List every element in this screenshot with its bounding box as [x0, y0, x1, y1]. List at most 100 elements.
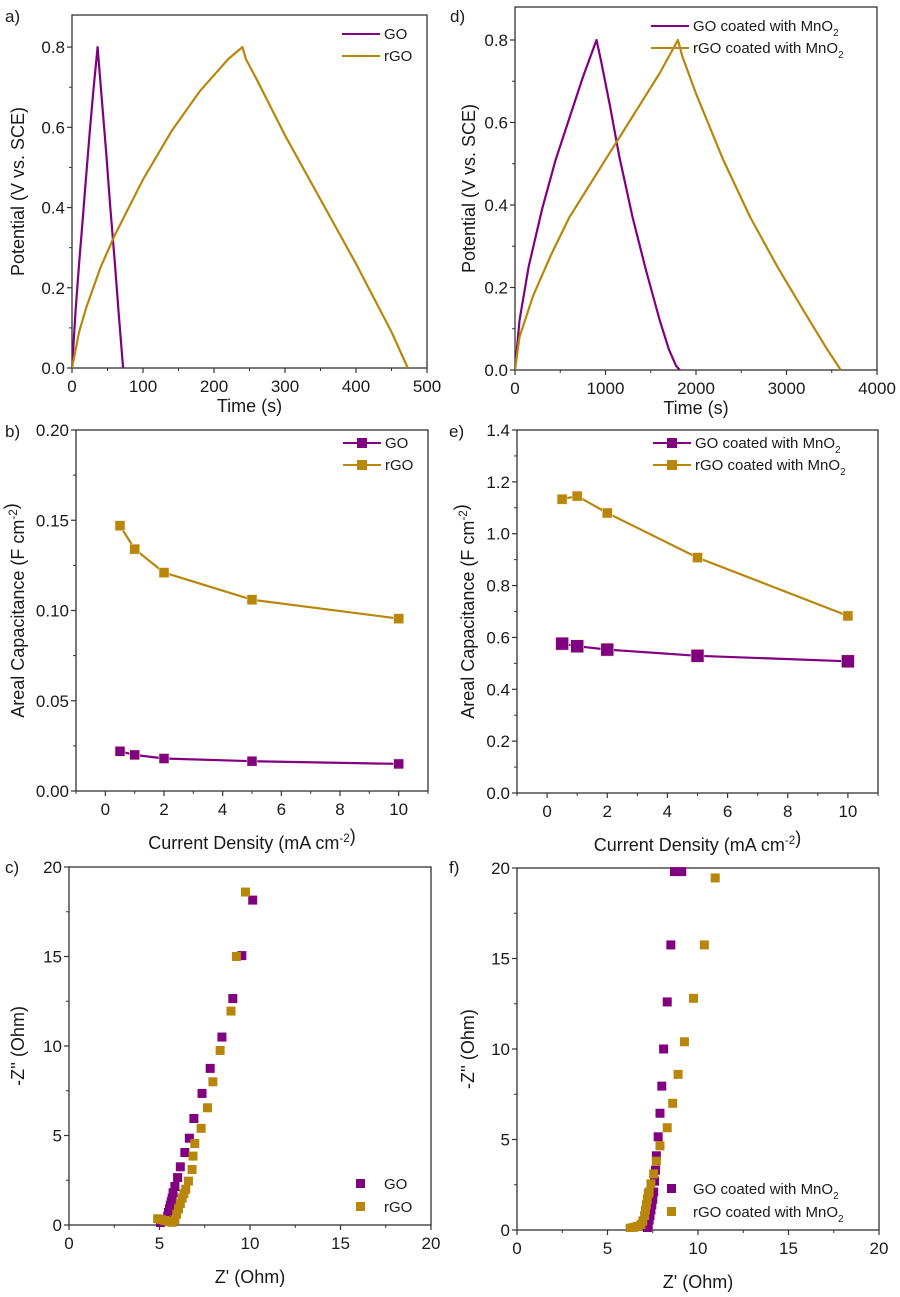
x-tick-label: 10: [689, 1239, 708, 1258]
plot-frame: [516, 867, 880, 1231]
data-point: [217, 1032, 227, 1042]
x-axis-label: Current Density (mA cm-2): [594, 828, 801, 855]
y-tick-label: 0.0: [484, 361, 508, 380]
x-tick-label: 8: [335, 800, 344, 819]
x-tick-label: 1000: [587, 379, 625, 398]
data-point: [662, 1123, 672, 1133]
x-tick-label: 8: [783, 802, 792, 821]
data-point: [167, 1193, 177, 1203]
legend-label: GO: [384, 26, 407, 43]
data-point: [158, 567, 170, 578]
plot-frame: [75, 429, 429, 792]
series-rgo: [515, 38, 842, 371]
legend-label: GO coated with MnO2: [693, 18, 839, 39]
y-tick-label: 0.6: [484, 114, 508, 133]
y-tick-label: 20: [491, 859, 510, 878]
series-rgo: [114, 520, 404, 624]
x-tick-label: 4: [218, 800, 227, 819]
y-tick-label: 1.4: [486, 421, 510, 440]
x-axis-label: Current Density (mA cm-2): [148, 826, 355, 853]
chart-panel-c: 0 5 10 15 20 0 5 10 15 20 Z' (Ohm) -Z'' (Ohm) c) GO rG…: [5, 858, 440, 1287]
x-tick-label: 20: [422, 1234, 441, 1253]
panel-label: b): [5, 422, 20, 441]
legend: GO rGO: [343, 435, 413, 474]
legend-label: GO: [385, 435, 408, 452]
data-point: [648, 1194, 658, 1204]
data-point: [114, 745, 126, 757]
data-point: [248, 895, 258, 905]
data-point: [129, 749, 140, 761]
chart-panel-b: 0 2 4 6 8 10 0.00 0.05 0.10 0.15 0.20 Current Densi…: [1, 421, 429, 853]
x-tick-label: 10: [389, 800, 408, 819]
plot-frame: [514, 6, 878, 371]
data-point: [237, 951, 247, 961]
x-tick-label: 2: [603, 802, 612, 821]
data-point: [246, 755, 258, 767]
panel-label: f): [449, 858, 459, 877]
data-point: [240, 887, 250, 897]
x-tick-label: 0: [512, 1239, 521, 1258]
data-point: [175, 1162, 185, 1172]
x-tick-label: 3000: [768, 379, 806, 398]
y-tick-label: 0.05: [36, 692, 69, 711]
legend-marker: [667, 1207, 676, 1216]
x-tick-label: 400: [342, 377, 370, 396]
chart-panel-a: 0 100 200 300 400 500 0.0 0.2 0.4 0.6 0.8 Time (s) P…: [5, 7, 441, 416]
y-tick-label: 20: [43, 858, 62, 877]
data-point: [646, 1179, 656, 1189]
legend-label: GO: [384, 1176, 407, 1193]
legend-marker: [667, 438, 677, 448]
data-point: [644, 1187, 654, 1197]
x-axis-label: Z' (Ohm): [215, 1267, 285, 1287]
y-tick-label: 0.2: [486, 732, 510, 751]
x-tick-label: 15: [331, 1234, 350, 1253]
y-axis-label: Potential (V vs. SCE): [8, 107, 28, 276]
data-point: [641, 1200, 651, 1210]
x-tick-label: 0: [510, 379, 519, 398]
y-tick-label: 0.6: [486, 628, 510, 647]
y-tick-label: 15: [491, 950, 510, 969]
x-tick-label: 6: [723, 802, 732, 821]
series-go: [72, 45, 125, 369]
legend-label: rGO coated with MnO2: [695, 457, 846, 478]
y-tick-label: 0.6: [41, 118, 65, 137]
data-point: [669, 867, 679, 877]
x-tick-label: 200: [200, 377, 228, 396]
legend-marker: [357, 438, 367, 448]
legend-marker: [357, 460, 367, 470]
data-point: [129, 543, 140, 555]
x-tick-label: 20: [870, 1239, 889, 1258]
data-point: [677, 867, 687, 877]
data-point: [170, 1182, 180, 1192]
y-tick-label: 10: [491, 1040, 510, 1059]
series-go: [515, 38, 681, 371]
data-point: [172, 1209, 182, 1219]
x-tick-label: 10: [241, 1234, 260, 1253]
panel-label: c): [5, 858, 19, 877]
data-point: [173, 1173, 183, 1183]
series-go: [555, 636, 855, 669]
x-tick-label: 5: [603, 1239, 612, 1258]
y-tick-label: 0.2: [484, 279, 508, 298]
data-point: [205, 1063, 215, 1073]
data-point: [393, 613, 404, 624]
chart-panel-f: 0 5 10 15 20 0 5 10 15 20 Z' (Ohm) -Z'' (Ohm) f) GO c…: [449, 858, 888, 1292]
legend-label: rGO coated with MnO2: [693, 40, 844, 61]
data-point: [601, 507, 613, 519]
panel-label: e): [449, 422, 464, 441]
data-point: [228, 994, 238, 1004]
data-point: [571, 490, 583, 502]
data-point: [188, 1151, 198, 1161]
data-point: [657, 1081, 667, 1091]
chart-panel-d: 0 1000 2000 3000 4000 0.0 0.2 0.4 0.6 0.8 Time (s)…: [450, 6, 896, 418]
x-tick-label: 5: [155, 1234, 164, 1253]
data-point: [183, 1176, 193, 1186]
data-point: [170, 1215, 180, 1225]
data-point: [638, 1216, 648, 1226]
data-point: [174, 1204, 184, 1214]
data-point: [666, 940, 676, 950]
data-point: [600, 642, 615, 657]
x-tick-label: 0: [542, 802, 551, 821]
x-tick-label: 10: [838, 802, 857, 821]
